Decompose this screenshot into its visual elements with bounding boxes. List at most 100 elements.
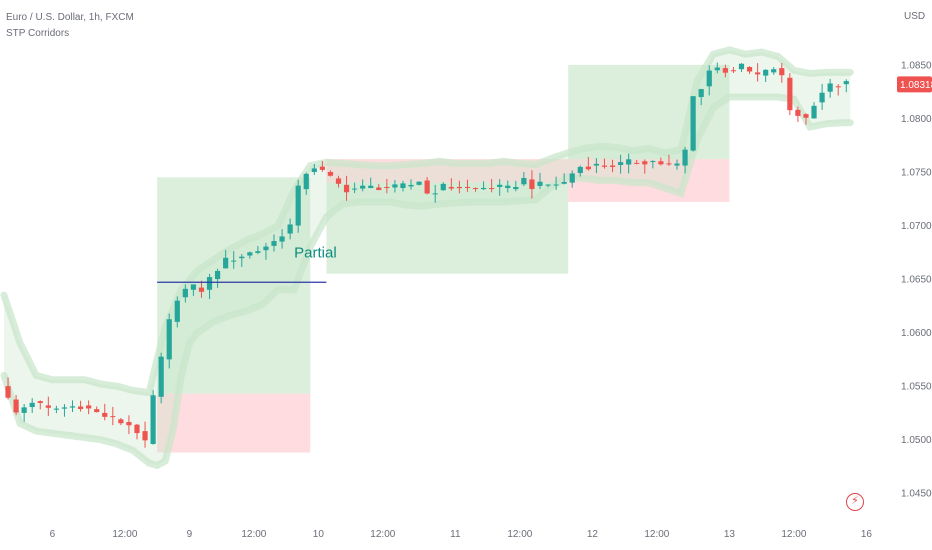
candle-body <box>626 159 632 165</box>
candle <box>214 268 221 288</box>
candle <box>561 173 567 185</box>
candle-body <box>819 92 825 103</box>
candle-body <box>634 162 640 164</box>
candle-body <box>787 77 793 111</box>
candle-body <box>593 163 600 166</box>
candle-body <box>368 185 374 189</box>
candle <box>327 170 334 177</box>
candle-body <box>311 168 317 172</box>
x-tick-label: 12:00 <box>112 529 137 540</box>
candle-body <box>456 186 462 189</box>
candle <box>779 62 785 83</box>
candle <box>13 394 19 416</box>
x-tick-label: 16 <box>861 529 873 540</box>
candle-body <box>182 288 188 298</box>
candle <box>142 421 148 448</box>
candle <box>521 172 527 187</box>
candle-body <box>110 416 116 418</box>
candle <box>239 254 245 267</box>
candle-body <box>214 270 221 280</box>
candle-body <box>609 165 616 167</box>
candle <box>448 178 454 191</box>
candle <box>384 178 390 194</box>
candle <box>45 396 51 416</box>
candle-body <box>77 406 84 410</box>
candle-body <box>779 68 785 76</box>
candle <box>255 246 261 255</box>
candle <box>360 179 366 192</box>
corridor-upper <box>0 46 854 397</box>
candle-body <box>811 105 817 119</box>
y-tick-label: 1.05500 <box>901 382 932 393</box>
candle <box>827 79 833 98</box>
corridor-fill <box>4 49 851 466</box>
candle-body <box>319 166 325 170</box>
candle <box>53 405 59 414</box>
candle <box>37 400 43 410</box>
candle-body <box>513 186 519 190</box>
candle <box>497 179 503 196</box>
candle-body <box>440 183 446 191</box>
candle <box>601 158 608 169</box>
indicator-name: STP Corridors <box>6 28 70 39</box>
candle <box>190 284 197 296</box>
candle <box>440 182 446 191</box>
y-tick-label: 1.06000 <box>901 328 932 339</box>
candle-body <box>134 424 140 434</box>
candle-body <box>835 86 841 88</box>
corridor-lower <box>0 93 854 470</box>
candle <box>746 66 753 74</box>
candle <box>650 160 656 169</box>
candle <box>464 179 471 192</box>
candle <box>706 65 712 96</box>
y-tick-label: 1.05000 <box>901 435 932 446</box>
candle-body <box>706 70 712 87</box>
partial-label: Partial <box>294 245 337 262</box>
candle <box>61 404 68 417</box>
candle <box>166 313 172 369</box>
candle <box>408 179 414 190</box>
x-tick-label: 13 <box>724 529 736 540</box>
candle-body <box>698 89 704 98</box>
candle-body <box>448 186 454 189</box>
candle <box>593 158 600 174</box>
candle-body <box>545 184 551 186</box>
candle-body <box>714 67 720 71</box>
candle <box>182 284 188 303</box>
candle-body <box>674 163 680 166</box>
candle-body <box>263 246 269 251</box>
candle <box>811 102 817 119</box>
y-tick-label: 1.08000 <box>901 114 932 125</box>
candle <box>102 403 108 421</box>
x-tick-label: 12:00 <box>644 529 669 540</box>
candle <box>158 352 164 404</box>
candle <box>29 398 35 413</box>
candle-body <box>432 193 438 195</box>
candle <box>682 146 688 174</box>
lightning-icon[interactable]: ⚡ <box>846 493 864 511</box>
x-tick-label: 6 <box>50 529 56 540</box>
y-tick-label: 1.04500 <box>901 489 932 500</box>
candle-body <box>650 161 656 163</box>
x-tick-label: 9 <box>187 529 193 540</box>
candle-body <box>118 419 124 424</box>
candle-body <box>521 177 527 185</box>
candle-body <box>174 300 180 322</box>
candle <box>722 64 728 78</box>
candle-body <box>529 179 535 190</box>
candle-body <box>142 431 148 441</box>
candle-body <box>13 399 19 413</box>
candle-body <box>666 163 672 165</box>
candle-body <box>166 319 172 360</box>
corridor-band <box>0 46 854 470</box>
candle <box>263 242 269 260</box>
candle-body <box>601 165 608 167</box>
candle <box>5 377 11 400</box>
chart-legend: Euro / U.S. Dollar, 1h, FXCM STP Corrido… <box>6 10 134 42</box>
candle-body <box>384 186 390 189</box>
candle-body <box>271 241 277 246</box>
candle-body <box>37 401 43 403</box>
candle-body <box>505 185 511 189</box>
candle-body <box>424 180 430 194</box>
